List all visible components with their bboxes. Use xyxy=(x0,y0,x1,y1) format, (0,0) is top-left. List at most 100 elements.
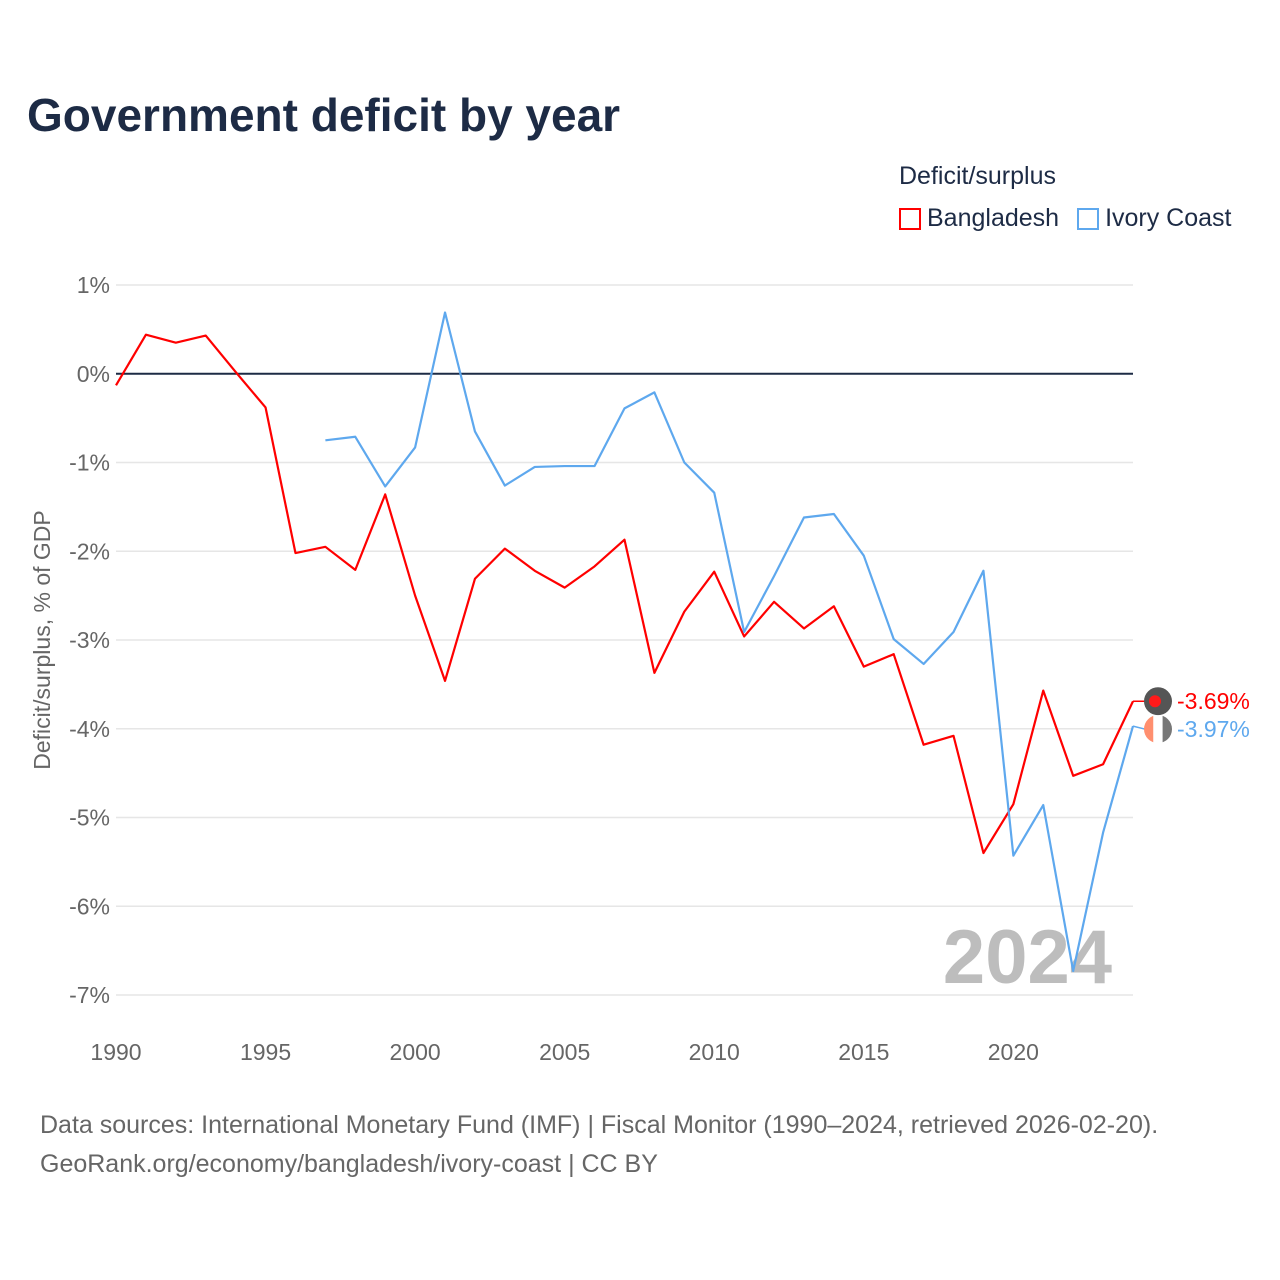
data-point xyxy=(443,679,447,683)
data-point xyxy=(742,634,746,638)
data-point xyxy=(443,311,447,315)
data-point xyxy=(264,405,268,409)
data-point xyxy=(892,652,896,656)
data-point xyxy=(802,626,806,630)
data-point xyxy=(593,564,597,568)
data-point xyxy=(323,438,327,442)
data-point xyxy=(712,570,716,574)
x-tick-label: 2005 xyxy=(539,1039,590,1065)
data-point xyxy=(981,851,985,855)
label-connector xyxy=(1132,725,1146,730)
end-value-label: -3.97% xyxy=(1177,716,1250,742)
data-point xyxy=(712,491,716,495)
source-note: Data sources: International Monetary Fun… xyxy=(40,1106,1158,1184)
data-point xyxy=(1011,854,1015,858)
data-point xyxy=(922,662,926,666)
data-point xyxy=(383,484,387,488)
data-point xyxy=(473,429,477,433)
data-point xyxy=(772,574,776,578)
data-point xyxy=(652,390,656,394)
x-tick-label: 2015 xyxy=(838,1039,889,1065)
legend-swatch-ivory-coast xyxy=(1077,207,1100,230)
data-point xyxy=(563,586,567,590)
data-point xyxy=(1041,803,1045,807)
legend-label: Ivory Coast xyxy=(1105,204,1232,232)
flag-bangladesh-dot xyxy=(1149,695,1161,708)
x-tick-label: 1990 xyxy=(90,1039,141,1065)
data-point xyxy=(293,551,297,555)
series-line-ivory-coast xyxy=(325,311,1135,973)
source-line-2: GeoRank.org/economy/bangladesh/ivory-coa… xyxy=(40,1150,658,1178)
data-point xyxy=(563,464,567,468)
data-point xyxy=(832,604,836,608)
x-tick-label: 2020 xyxy=(988,1039,1039,1065)
data-point xyxy=(353,435,357,439)
data-point xyxy=(1101,762,1105,766)
data-point xyxy=(652,671,656,675)
legend-label: Bangladesh xyxy=(927,204,1060,232)
data-point xyxy=(1071,774,1075,778)
data-point xyxy=(892,637,896,641)
data-point xyxy=(234,370,238,374)
y-axis-label: Deficit/surplus, % of GDP xyxy=(29,510,55,769)
legend-item-ivory-coast[interactable]: Ivory Coast xyxy=(1077,204,1232,233)
data-point xyxy=(1071,969,1075,973)
legend-item-bangladesh[interactable]: Bangladesh xyxy=(899,204,1059,233)
end-value-label: -3.69% xyxy=(1177,688,1250,714)
data-point xyxy=(174,341,178,345)
data-point xyxy=(952,734,956,738)
data-point xyxy=(353,568,357,572)
data-point xyxy=(503,547,507,551)
source-line-1: Data sources: International Monetary Fun… xyxy=(40,1111,1159,1139)
data-point xyxy=(922,743,926,747)
y-tick-label: 1% xyxy=(77,272,110,298)
data-point xyxy=(862,665,866,669)
data-point xyxy=(1041,689,1045,693)
y-tick-label: 0% xyxy=(77,361,110,387)
data-point xyxy=(114,383,118,387)
legend: Bangladesh Ivory Coast xyxy=(899,204,1232,233)
x-tick-label: 2010 xyxy=(689,1039,740,1065)
y-tick-label: -1% xyxy=(69,450,110,476)
data-point xyxy=(503,484,507,488)
y-tick-label: -4% xyxy=(69,716,110,742)
data-point xyxy=(682,461,686,465)
data-point xyxy=(802,516,806,520)
legend-swatch-bangladesh xyxy=(899,207,921,230)
data-point xyxy=(383,492,387,496)
series-line-bangladesh xyxy=(115,333,1134,855)
data-point xyxy=(413,445,417,449)
data-point xyxy=(1101,831,1105,835)
y-tick-label: -2% xyxy=(69,538,110,564)
data-point xyxy=(682,610,686,614)
data-point xyxy=(593,464,597,468)
data-point xyxy=(772,600,776,604)
data-point xyxy=(144,333,148,337)
data-point xyxy=(981,569,985,573)
data-point xyxy=(623,406,627,410)
data-point xyxy=(862,554,866,558)
year-watermark: 2024 xyxy=(943,915,1112,1000)
data-point xyxy=(204,334,208,338)
y-tick-label: -3% xyxy=(69,627,110,653)
data-point xyxy=(742,630,746,634)
data-point xyxy=(413,594,417,598)
data-point xyxy=(533,569,537,573)
x-tick-label: 1995 xyxy=(240,1039,291,1065)
data-point xyxy=(323,545,327,549)
x-tick-label: 2000 xyxy=(390,1039,441,1065)
y-tick-label: -7% xyxy=(69,982,110,1008)
data-point xyxy=(1011,802,1015,806)
chart-title: Government deficit by year xyxy=(27,89,621,141)
data-point xyxy=(473,577,477,581)
data-point xyxy=(832,512,836,516)
data-point xyxy=(533,465,537,469)
y-tick-label: -5% xyxy=(69,805,110,831)
data-point xyxy=(952,630,956,634)
flag-ivory-coast-icon xyxy=(1144,715,1172,744)
y-tick-label: -6% xyxy=(69,893,110,919)
legend-title: Deficit/surplus xyxy=(899,162,1056,190)
data-point xyxy=(623,538,627,542)
